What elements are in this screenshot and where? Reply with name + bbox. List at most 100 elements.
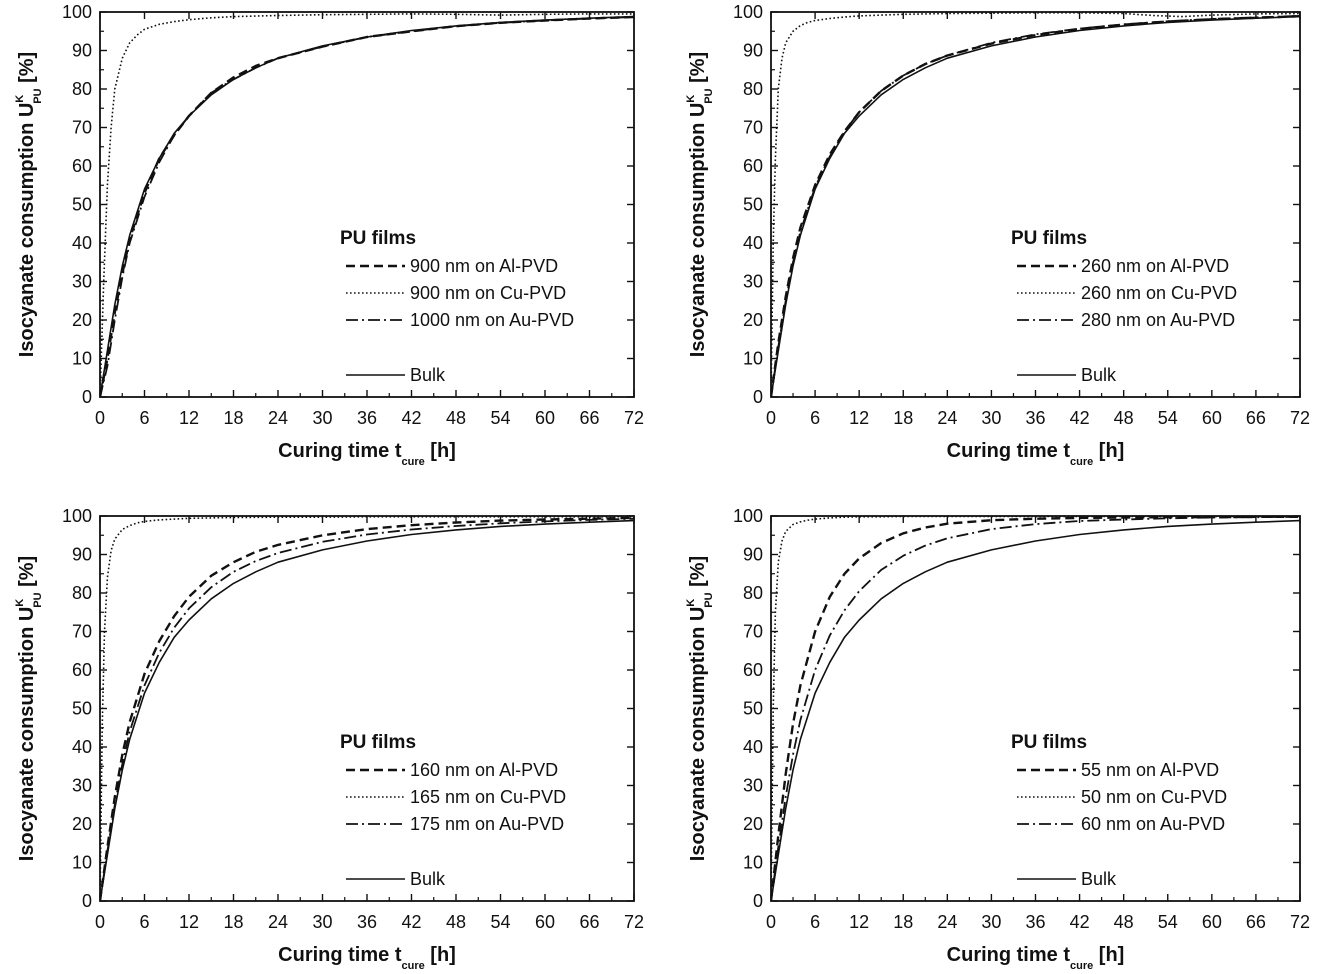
y-axis-title-unit: [%] xyxy=(16,52,38,89)
y-tick-label: 0 xyxy=(82,387,92,407)
y-axis-title-main: Isocyanate consumption U xyxy=(687,607,709,862)
y-axis-title-sub: PU xyxy=(703,592,715,607)
legend-label: 900 nm on Al-PVD xyxy=(410,256,558,276)
series-line-solid xyxy=(771,15,1300,397)
legend-label: 160 nm on Al-PVD xyxy=(410,760,558,780)
x-tick-label: 30 xyxy=(312,912,332,932)
y-tick-label: 10 xyxy=(743,853,763,873)
series-line-dashed xyxy=(100,516,634,901)
x-tick-label: 42 xyxy=(1070,408,1090,428)
x-tick-label: 60 xyxy=(1202,408,1222,428)
y-axis-title: Isocyanate consumption UK PU [%] xyxy=(685,556,715,861)
x-tick-label: 54 xyxy=(1158,408,1178,428)
x-axis-title: Curing time tcure [h] xyxy=(947,440,1125,468)
x-tick-label: 36 xyxy=(357,912,377,932)
y-tick-label: 80 xyxy=(72,79,92,99)
x-tick-label: 30 xyxy=(981,912,1001,932)
plot-frame xyxy=(99,11,635,398)
series-line-dashdot xyxy=(100,16,634,397)
y-tick-label: 20 xyxy=(72,310,92,330)
series-line-dotted xyxy=(771,12,1300,397)
plot-frame xyxy=(770,11,1301,398)
y-tick-label: 30 xyxy=(743,776,763,796)
x-tick-label: 24 xyxy=(268,408,288,428)
x-tick-label: 0 xyxy=(766,408,776,428)
legend-label: Bulk xyxy=(1081,365,1117,385)
y-axis-title-sub: PU xyxy=(32,592,44,607)
y-tick-label: 30 xyxy=(72,776,92,796)
y-axis-title: Isocyanate consumption UK PU [%] xyxy=(14,52,44,357)
y-tick-label: 0 xyxy=(753,891,763,911)
y-tick-label: 90 xyxy=(743,41,763,61)
y-axis-title-sup: K xyxy=(685,95,697,103)
y-axis-title-unit: [%] xyxy=(687,52,709,89)
legend-title: PU films xyxy=(340,228,416,249)
y-tick-label: 20 xyxy=(743,814,763,834)
x-tick-label: 36 xyxy=(357,408,377,428)
y-tick-label: 40 xyxy=(72,737,92,757)
chart-panel-bottom-left: 0 6 12 18 24 30 36 42 48 54 60 66 72 0 10 20 30 40 50 60 70 8… xyxy=(14,506,644,972)
legend-label: 260 nm on Cu-PVD xyxy=(1081,283,1237,303)
x-tick-label: 36 xyxy=(1025,912,1045,932)
x-tick-label: 66 xyxy=(1246,912,1266,932)
series-line-dotted xyxy=(771,515,1300,901)
legend-label: 50 nm on Cu-PVD xyxy=(1081,787,1227,807)
series-line-dashed xyxy=(771,515,1300,901)
x-tick-label: 24 xyxy=(937,408,957,428)
y-axis-title-sup: K xyxy=(685,599,697,607)
y-tick-label: 10 xyxy=(72,349,92,369)
x-axis-title-unit: [h] xyxy=(1093,440,1124,462)
plot-frame xyxy=(99,515,635,902)
y-tick-label: 90 xyxy=(743,545,763,565)
y-tick-label: 80 xyxy=(743,79,763,99)
y-tick-label: 30 xyxy=(743,272,763,292)
x-tick-label: 0 xyxy=(766,912,776,932)
legend-label: Bulk xyxy=(1081,869,1117,889)
x-tick-label: 66 xyxy=(579,408,599,428)
x-tick-label: 18 xyxy=(223,408,243,428)
y-tick-label: 70 xyxy=(72,118,92,138)
x-tick-label: 0 xyxy=(95,408,105,428)
series-line-dotted xyxy=(100,516,634,901)
y-axis-title-main: Isocyanate consumption U xyxy=(687,103,709,358)
series-line-dashed xyxy=(771,15,1300,397)
x-axis-title-unit: [h] xyxy=(1093,944,1124,966)
y-tick-label: 60 xyxy=(743,156,763,176)
y-axis-title: Isocyanate consumption UK PU [%] xyxy=(14,556,44,861)
y-tick-label: 100 xyxy=(733,506,763,526)
x-tick-label: 72 xyxy=(624,408,644,428)
y-tick-label: 100 xyxy=(62,2,92,22)
x-axis-title: Curing time tcure [h] xyxy=(278,944,456,972)
x-tick-label: 24 xyxy=(268,912,288,932)
x-tick-label: 72 xyxy=(1290,408,1310,428)
x-tick-label: 48 xyxy=(1114,912,1134,932)
y-tick-label: 60 xyxy=(72,156,92,176)
series-line-dotted xyxy=(100,13,634,397)
y-axis-title-unit: [%] xyxy=(16,556,38,593)
y-axis-title-sub: PU xyxy=(703,88,715,103)
x-tick-label: 6 xyxy=(810,912,820,932)
legend-title: PU films xyxy=(1011,732,1087,753)
y-tick-label: 30 xyxy=(72,272,92,292)
x-axis-title: Curing time tcure [h] xyxy=(278,440,456,468)
series-line-dashdot xyxy=(771,515,1300,901)
y-tick-label: 40 xyxy=(72,233,92,253)
legend-label: Bulk xyxy=(410,869,446,889)
x-tick-label: 48 xyxy=(1114,408,1134,428)
x-axis-title: Curing time tcure [h] xyxy=(947,944,1125,972)
x-tick-label: 36 xyxy=(1025,408,1045,428)
x-axis-title-main: Curing time t xyxy=(947,440,1071,462)
x-tick-label: 60 xyxy=(535,912,555,932)
legend-label: 55 nm on Al-PVD xyxy=(1081,760,1219,780)
legend-title: PU films xyxy=(1011,228,1087,249)
y-tick-label: 100 xyxy=(62,506,92,526)
y-tick-label: 20 xyxy=(72,814,92,834)
y-tick-label: 70 xyxy=(743,118,763,138)
series-line-solid xyxy=(771,519,1300,901)
y-axis-title-sub: PU xyxy=(32,88,44,103)
x-tick-label: 18 xyxy=(893,912,913,932)
y-tick-label: 60 xyxy=(72,660,92,680)
x-tick-label: 30 xyxy=(981,408,1001,428)
x-axis-title-main: Curing time t xyxy=(278,440,402,462)
